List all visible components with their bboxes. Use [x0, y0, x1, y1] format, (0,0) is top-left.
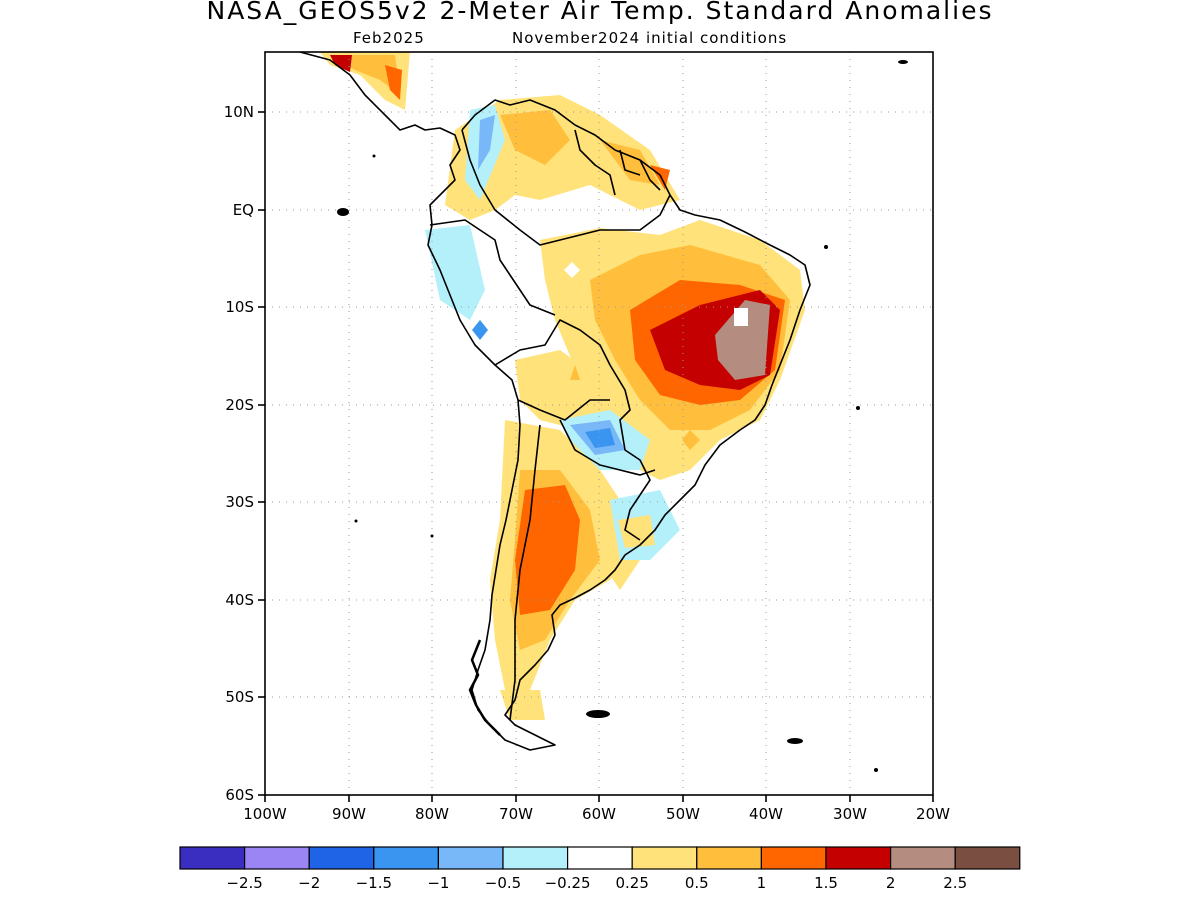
colorbar-label: 2 — [886, 874, 896, 892]
colorbar-label: −1.5 — [356, 874, 392, 892]
colorbar-label: 2.5 — [943, 874, 967, 892]
latitude-labels: 10N EQ 10S 20S 30S 40S 50S 60S — [224, 103, 254, 804]
colorbar-swatch — [631, 846, 698, 870]
colorbar-label: −0.5 — [485, 874, 521, 892]
colorbar-label: 0.5 — [685, 874, 709, 892]
lat-label-50s: 50S — [225, 688, 254, 706]
lat-label-60s: 60S — [225, 786, 254, 804]
colorbar-swatch — [179, 846, 246, 870]
colorbar-label: 1.5 — [814, 874, 838, 892]
colorbar-swatch — [437, 846, 504, 870]
map-title: NASA_GEOS5v2 2-Meter Air Temp. Standard … — [206, 0, 994, 25]
coastlines — [299, 52, 811, 751]
lon-label-20w: 20W — [916, 805, 950, 823]
colorbar-label: 0.25 — [615, 874, 648, 892]
lon-label-30w: 30W — [833, 805, 867, 823]
map-grid — [265, 52, 933, 795]
initial-conditions: November2024 initial conditions — [512, 29, 788, 47]
colorbar-swatch — [696, 846, 762, 870]
colorbar-swatch — [954, 846, 1021, 870]
colorbar-label: −2.5 — [226, 874, 262, 892]
colorbar-label: −1 — [427, 874, 449, 892]
lon-label-60w: 60W — [582, 805, 616, 823]
lat-label-10n: 10N — [224, 103, 254, 121]
colorbar-swatch — [889, 846, 956, 870]
colorbar-swatch — [760, 846, 827, 870]
lat-label-20s: 20S — [225, 396, 254, 414]
colorbar-swatch — [825, 846, 892, 870]
colorbar: −2.5 −2 −1.5 −1 −0.5 −0.25 0.25 0.5 1 1.5 2 2.5 — [179, 846, 1021, 892]
colorbar-label: 1 — [757, 874, 767, 892]
lon-label-80w: 80W — [415, 805, 449, 823]
lon-label-100w: 100W — [243, 805, 287, 823]
longitude-labels: 100W 90W 80W 70W 60W 50W 40W 30W 20W — [243, 805, 950, 823]
colorbar-swatch — [308, 846, 375, 870]
colorbar-swatch — [566, 846, 633, 870]
islands — [337, 60, 908, 772]
colorbar-label: −0.25 — [545, 874, 591, 892]
lon-label-90w: 90W — [332, 805, 366, 823]
lat-label-30s: 30S — [225, 493, 254, 511]
colorbar-swatch — [502, 846, 569, 870]
forecast-month: Feb2025 — [353, 29, 425, 47]
lat-label-eq: EQ — [233, 201, 254, 219]
lon-label-70w: 70W — [499, 805, 533, 823]
axis-ticks — [258, 111, 934, 802]
lat-label-10s: 10S — [225, 298, 254, 316]
lon-label-50w: 50W — [666, 805, 700, 823]
fjords — [468, 639, 501, 736]
colorbar-swatch — [244, 846, 310, 870]
colorbar-label: −2 — [298, 874, 320, 892]
lat-label-40s: 40S — [225, 591, 254, 609]
lon-label-40w: 40W — [749, 805, 783, 823]
anomaly-field — [320, 52, 805, 720]
colorbar-swatch — [373, 846, 439, 870]
